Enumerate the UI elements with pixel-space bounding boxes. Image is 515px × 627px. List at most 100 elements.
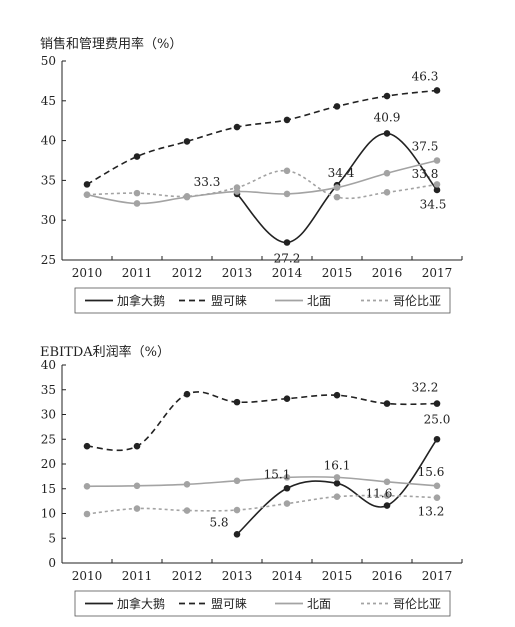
data-point xyxy=(283,474,291,481)
y-tick-label: 30 xyxy=(41,213,56,227)
data-label: 32.2 xyxy=(412,381,439,395)
data-point xyxy=(433,87,441,94)
series-line xyxy=(86,391,438,452)
data-point xyxy=(383,92,391,100)
data-point xyxy=(333,103,341,110)
data-label: 34.5 xyxy=(420,197,447,211)
legend-label: 加拿大鹅 xyxy=(117,293,165,308)
x-tick-label: 2010 xyxy=(72,266,103,280)
x-tick-label: 2012 xyxy=(172,266,203,280)
data-point xyxy=(383,400,391,407)
data-point xyxy=(233,184,241,191)
data-point xyxy=(133,189,141,197)
data-point xyxy=(433,157,441,164)
data-point xyxy=(333,493,341,500)
data-point xyxy=(283,500,291,507)
legend-label: 哥伦比亚 xyxy=(393,596,441,611)
y-tick-label: 5 xyxy=(48,531,56,545)
legend-label: 北面 xyxy=(307,294,331,308)
data-label: 25.0 xyxy=(424,412,451,426)
chart-title: 销售和管理费用率（%） xyxy=(40,36,182,52)
data-point xyxy=(83,181,91,188)
data-point xyxy=(433,186,441,194)
data-point xyxy=(183,390,191,398)
y-tick-label: 15 xyxy=(41,482,56,496)
y-tick-label: 35 xyxy=(41,173,56,187)
data-point xyxy=(433,482,441,490)
y-tick-label: 35 xyxy=(41,383,56,397)
data-point xyxy=(383,169,391,177)
y-tick-label: 0 xyxy=(48,556,56,570)
data-point xyxy=(83,482,91,490)
data-point xyxy=(333,391,341,399)
x-tick-label: 2010 xyxy=(72,569,103,583)
x-tick-label: 2012 xyxy=(172,569,203,583)
chart-ebitda-margin: EBITDA利润率（%） 0 5 10 15 20 25 30 35 40 2010 2011 201… xyxy=(40,344,463,617)
data-point xyxy=(383,130,391,137)
data-point xyxy=(383,492,391,499)
data-point xyxy=(233,477,241,485)
series-line xyxy=(86,89,438,186)
data-point xyxy=(233,123,241,131)
x-tick-label: 2013 xyxy=(222,266,253,280)
data-label: 34.4 xyxy=(328,166,355,180)
data-label: 46.3 xyxy=(412,69,439,83)
data-point xyxy=(333,480,341,487)
data-point xyxy=(283,167,291,175)
x-tick-label: 2011 xyxy=(122,266,153,280)
x-tick-label: 2016 xyxy=(372,266,403,280)
series-line xyxy=(86,170,438,200)
y-tick-label: 40 xyxy=(41,134,56,148)
data-label: 27.2 xyxy=(274,251,301,265)
chart-title: EBITDA利润率（%） xyxy=(40,344,170,360)
series-line xyxy=(86,159,438,205)
data-point xyxy=(283,190,291,198)
plot-area: 25 30 35 40 45 50 2010 2011 2012 2013 2014 2015 2016… xyxy=(41,54,463,280)
y-tick-label: 10 xyxy=(41,507,56,521)
y-tick-label: 25 xyxy=(41,253,56,267)
data-point xyxy=(183,138,191,145)
legend-label: 加拿大鹅 xyxy=(117,596,165,611)
legend-frame xyxy=(74,287,451,314)
data-point xyxy=(383,189,391,196)
y-tick-label: 45 xyxy=(41,94,56,108)
data-label: 11.6 xyxy=(366,487,393,501)
data-point xyxy=(133,200,141,207)
data-label: 13.2 xyxy=(418,505,445,519)
legend-label: 盟可睐 xyxy=(211,294,247,308)
data-point xyxy=(333,184,341,191)
data-point xyxy=(183,507,191,514)
legend-label: 盟可睐 xyxy=(211,597,247,611)
data-label: 33.8 xyxy=(412,167,439,181)
data-point xyxy=(333,474,341,481)
legend-label: 哥伦比亚 xyxy=(393,293,441,308)
data-point xyxy=(133,153,141,160)
data-point xyxy=(383,502,391,509)
data-point xyxy=(433,494,441,501)
data-point xyxy=(233,530,241,538)
data-point xyxy=(133,482,141,490)
y-tick-label: 25 xyxy=(41,432,56,446)
x-tick-label: 2016 xyxy=(372,569,403,583)
x-tick-label: 2017 xyxy=(422,266,453,280)
x-tick-label: 2014 xyxy=(272,266,303,280)
series-line xyxy=(86,476,438,488)
data-label: 5.8 xyxy=(209,515,228,529)
legend-frame xyxy=(74,590,451,617)
data-label: 33.3 xyxy=(194,175,221,189)
data-point xyxy=(333,193,341,201)
data-point xyxy=(433,181,441,188)
x-tick-label: 2015 xyxy=(322,266,353,280)
data-point xyxy=(383,478,391,486)
data-point xyxy=(183,193,191,200)
data-label: 16.1 xyxy=(324,458,351,472)
data-label: 15.6 xyxy=(418,465,445,479)
y-tick-label: 20 xyxy=(41,457,56,471)
data-label: 37.5 xyxy=(412,140,439,154)
x-tick-label: 2011 xyxy=(122,569,153,583)
data-point xyxy=(433,435,441,443)
plot-area: 0 5 10 15 20 25 30 35 40 2010 2011 2012 2013 2014 2015… xyxy=(41,358,463,583)
legend: 加拿大鹅 盟可睐 北面 哥伦比亚 xyxy=(74,287,451,314)
data-point xyxy=(283,116,291,124)
